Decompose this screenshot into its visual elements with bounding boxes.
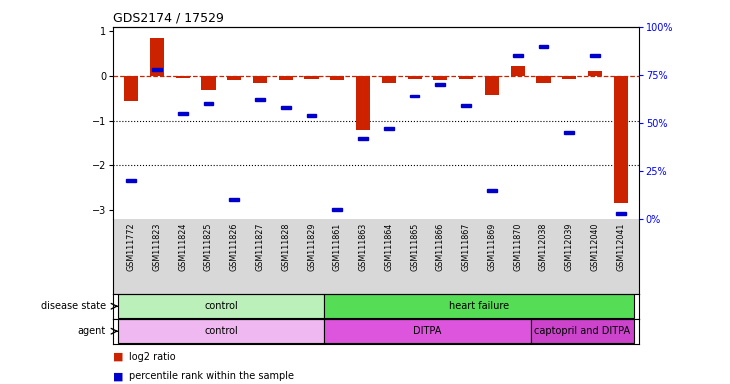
Text: GSM111824: GSM111824 [178,223,187,271]
Text: control: control [204,301,238,311]
Bar [510,66,525,76]
Bar [564,131,574,134]
Bar [307,114,316,117]
Bar [356,76,370,131]
Text: GSM111826: GSM111826 [230,223,239,271]
Bar [410,94,420,98]
Text: percentile rank within the sample: percentile rank within the sample [129,371,294,381]
Bar [152,68,162,71]
Text: log2 ratio: log2 ratio [129,352,176,362]
Text: GSM111865: GSM111865 [410,223,419,271]
Bar [229,198,239,201]
Bar [253,76,267,83]
Bar [330,76,345,81]
Text: GSM111829: GSM111829 [307,223,316,271]
Bar [332,208,342,211]
Text: agent: agent [77,326,106,336]
Text: GSM112039: GSM112039 [565,223,574,271]
Bar [201,76,215,90]
Bar [279,76,293,81]
Bar [434,76,447,79]
Text: GSM111827: GSM111827 [255,223,264,271]
Bar [204,102,213,105]
Text: GSM111828: GSM111828 [281,223,291,271]
Bar [539,45,548,48]
Bar [324,319,531,343]
Text: GSM111863: GSM111863 [358,223,368,271]
Bar [459,76,473,79]
Bar [512,54,523,57]
Text: GSM111867: GSM111867 [461,223,471,271]
Bar [382,76,396,83]
Text: GSM111825: GSM111825 [204,223,213,271]
Bar [436,83,445,86]
Text: GSM111870: GSM111870 [513,223,522,271]
Text: GSM111864: GSM111864 [384,223,393,271]
Bar [281,106,291,109]
Text: control: control [204,326,238,336]
Text: GSM111869: GSM111869 [488,223,496,271]
Bar [118,319,324,343]
Bar [324,294,634,318]
Bar [614,76,628,203]
Bar [461,104,471,107]
Bar [118,294,324,318]
Bar [150,38,164,76]
Text: GSM111772: GSM111772 [127,223,136,271]
Text: captopril and DITPA: captopril and DITPA [534,326,630,336]
Text: heart failure: heart failure [449,301,509,311]
Text: GDS2174 / 17529: GDS2174 / 17529 [113,11,224,24]
Bar [562,76,576,79]
Text: GSM112040: GSM112040 [591,223,599,271]
Bar [537,76,550,83]
Text: GSM111823: GSM111823 [153,223,161,271]
Text: DITPA: DITPA [413,326,442,336]
Bar [485,76,499,95]
Text: ■: ■ [113,371,123,381]
Bar [588,71,602,76]
Bar [590,54,600,57]
Text: GSM112041: GSM112041 [616,223,625,271]
Bar [616,212,626,215]
Bar [126,179,136,182]
Bar [531,319,634,343]
Text: GSM112038: GSM112038 [539,223,548,271]
Bar [487,189,497,192]
Bar [407,76,422,79]
Text: GSM111861: GSM111861 [333,223,342,271]
Bar [176,76,190,78]
Text: disease state: disease state [41,301,106,311]
Bar [255,98,265,101]
Text: ■: ■ [113,352,123,362]
Bar [304,76,318,79]
Bar [227,76,242,81]
Bar [178,112,188,115]
Bar [124,76,138,101]
Text: GSM111866: GSM111866 [436,223,445,271]
Bar [384,127,393,130]
Bar [358,137,368,140]
